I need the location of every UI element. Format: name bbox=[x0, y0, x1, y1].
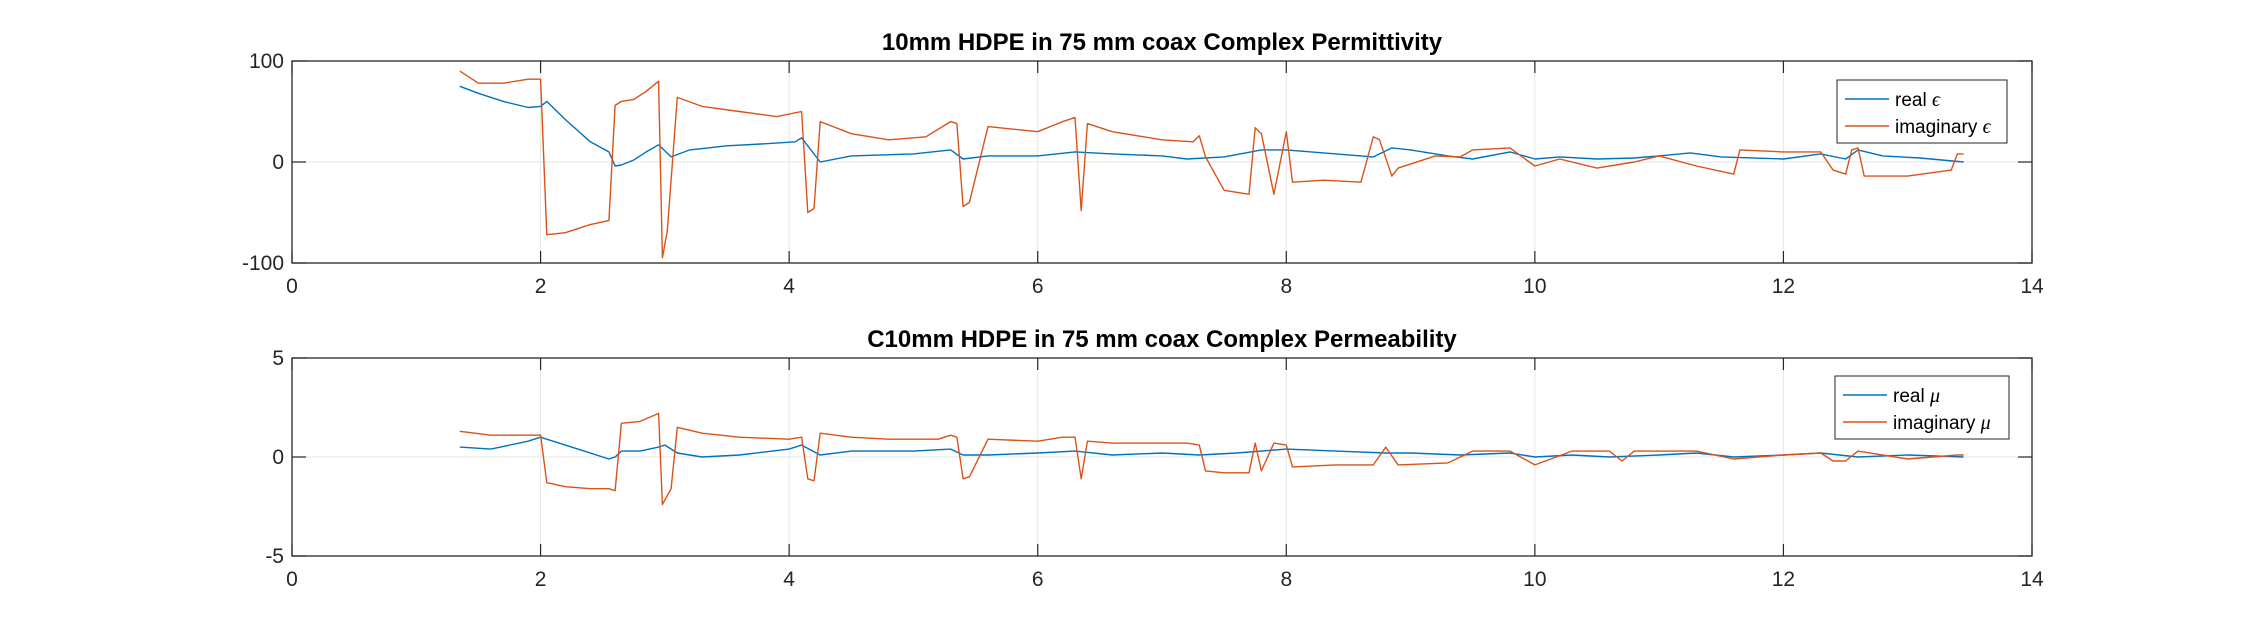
permeability-series bbox=[459, 412, 1964, 506]
x-tick-label: 4 bbox=[783, 275, 795, 298]
legend-real-mu-symbol: μ bbox=[1929, 385, 1940, 407]
series-line-imaginary-permeability bbox=[459, 412, 1964, 506]
x-tick-label: 10 bbox=[1523, 568, 1546, 591]
x-tick-label: 10 bbox=[1523, 275, 1546, 298]
x-tick-label: 4 bbox=[783, 568, 795, 591]
x-tick-label: 12 bbox=[1772, 275, 1795, 298]
x-tick-label: 14 bbox=[2020, 568, 2044, 591]
permittivity-title: 10mm HDPE in 75 mm coax Complex Permitti… bbox=[882, 29, 1443, 56]
series-line-imaginary-permittivity bbox=[459, 70, 1964, 259]
permeability-subplot: C10mm HDPE in 75 mm coax Complex Permeab… bbox=[265, 326, 2044, 591]
permeability-legend-box bbox=[1834, 375, 2010, 440]
legend-real-mu-label: real μ bbox=[1893, 385, 1940, 407]
y-tick-label: 0 bbox=[272, 151, 284, 174]
permittivity-subplot: 10mm HDPE in 75 mm coax Complex Permitti… bbox=[242, 29, 2044, 298]
permittivity-legend-box bbox=[1836, 79, 2008, 144]
permittivity-legend[interactable]: real ϵ imaginary ϵ bbox=[1836, 79, 2008, 144]
legend-imag-eps-label: imaginary ϵ bbox=[1895, 116, 1992, 138]
permeability-title: C10mm HDPE in 75 mm coax Complex Permeab… bbox=[867, 326, 1457, 353]
x-tick-label: 2 bbox=[535, 568, 547, 591]
y-tick-label: -5 bbox=[265, 545, 284, 568]
legend-imag-mu-label: imaginary μ bbox=[1893, 412, 1991, 434]
legend-real-eps-symbol: ϵ bbox=[1932, 89, 1941, 111]
x-tick-label: 0 bbox=[286, 568, 298, 591]
permeability-ticks: 0 2 4 6 8 10 12 14-505 bbox=[265, 347, 2044, 591]
x-tick-label: 8 bbox=[1280, 568, 1292, 591]
x-tick-label: 8 bbox=[1280, 275, 1292, 298]
y-tick-label: 5 bbox=[272, 347, 284, 370]
x-tick-label: 14 bbox=[2020, 275, 2044, 298]
legend-imag-mu-symbol: μ bbox=[1980, 412, 1991, 434]
y-tick-label: -100 bbox=[242, 252, 284, 275]
x-tick-label: 6 bbox=[1032, 568, 1044, 591]
legend-real-eps-label: real ϵ bbox=[1895, 89, 1941, 111]
x-tick-label: 12 bbox=[1772, 568, 1795, 591]
x-tick-label: 2 bbox=[535, 275, 547, 298]
x-tick-label: 0 bbox=[286, 275, 298, 298]
x-tick-label: 6 bbox=[1032, 275, 1044, 298]
y-tick-label: 0 bbox=[272, 446, 284, 469]
y-tick-label: 100 bbox=[249, 50, 284, 73]
permittivity-series bbox=[459, 70, 1964, 259]
legend-imag-eps-symbol: ϵ bbox=[1983, 116, 1992, 138]
permeability-legend[interactable]: real μ imaginary μ bbox=[1834, 375, 2010, 440]
